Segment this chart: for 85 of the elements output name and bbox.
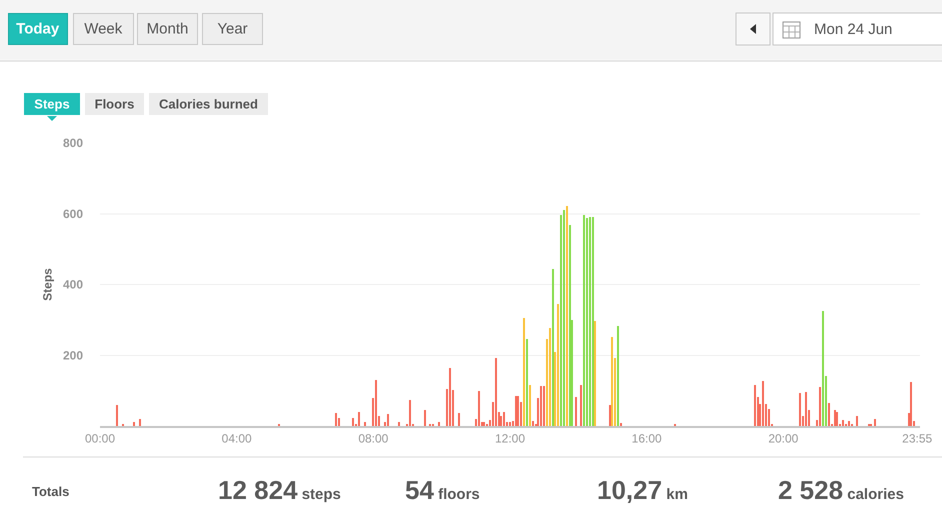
y-tick-label: 600 — [62, 206, 84, 221]
bar — [874, 419, 876, 426]
bar — [617, 326, 619, 426]
bar — [819, 387, 821, 426]
bar — [580, 385, 582, 426]
bar — [754, 385, 756, 426]
text: Mon 24 Jun — [814, 21, 892, 38]
text: 2 528 calories — [778, 475, 904, 505]
bar — [398, 422, 400, 426]
bar — [526, 339, 528, 426]
bar — [594, 321, 596, 426]
y-axis-title: Steps — [40, 268, 54, 301]
y-tick-label: 200 — [62, 348, 84, 362]
bar — [387, 414, 389, 426]
bar — [557, 304, 559, 426]
bar — [335, 413, 337, 426]
bar — [517, 396, 519, 426]
text: Week — [84, 20, 123, 38]
bar — [529, 385, 531, 426]
bar — [438, 422, 440, 426]
x-tick-label: 08:00 — [358, 431, 389, 446]
bar — [586, 218, 588, 426]
text: Month — [146, 20, 188, 38]
x-tick-label: 04:00 — [222, 431, 252, 446]
y-tick-label: 400 — [62, 278, 84, 292]
bar — [620, 423, 622, 426]
x-tick-label: 16:00 — [632, 431, 662, 446]
bar — [842, 420, 844, 426]
bar — [483, 422, 485, 426]
bar — [569, 225, 571, 426]
bar — [458, 413, 460, 426]
bar — [799, 393, 801, 426]
bar — [552, 269, 554, 426]
bar — [762, 381, 764, 426]
text: Floors — [94, 96, 134, 112]
bar — [540, 386, 542, 426]
x-tick-label: 20:00 — [768, 431, 799, 446]
bar — [503, 412, 505, 426]
bar — [583, 215, 585, 426]
bar — [611, 337, 613, 426]
bar — [532, 421, 534, 426]
bar — [805, 392, 807, 426]
bar — [910, 382, 912, 426]
text: Totals — [32, 484, 70, 499]
bar — [500, 416, 502, 426]
text: 54 floors — [405, 475, 480, 505]
bar — [515, 396, 517, 426]
bar — [478, 391, 480, 426]
bar — [589, 217, 591, 426]
bar — [375, 380, 377, 426]
bar — [364, 422, 366, 426]
x-tick-label: 00:00 — [84, 431, 116, 446]
bar — [566, 206, 568, 426]
bar — [116, 405, 118, 426]
bar — [856, 416, 858, 426]
bar — [822, 311, 824, 426]
bar — [509, 422, 511, 426]
text: Calories burned — [158, 96, 258, 112]
bar — [828, 403, 830, 426]
bar — [543, 386, 545, 426]
text: 12 824 steps — [218, 475, 341, 505]
bar — [563, 210, 565, 426]
bar — [133, 422, 135, 426]
bar — [358, 412, 360, 426]
bar — [495, 358, 497, 426]
bar — [449, 368, 451, 426]
bar — [424, 410, 426, 426]
text: Steps — [34, 96, 70, 112]
text: Year — [217, 20, 248, 38]
bar — [609, 405, 611, 426]
bar — [352, 418, 354, 426]
y-tick-label: 800 — [62, 136, 84, 150]
bar — [575, 397, 577, 426]
bar — [139, 419, 141, 426]
bar — [409, 400, 411, 426]
x-tick-label: 12:00 — [494, 431, 526, 446]
bar — [523, 318, 525, 426]
bar — [848, 421, 850, 426]
bar — [836, 412, 838, 426]
bar — [549, 328, 551, 426]
bar — [592, 217, 594, 426]
text: 10,27 km — [597, 475, 688, 505]
text: Today — [16, 20, 60, 38]
bar — [834, 410, 836, 426]
x-tick-label: 23:55 — [902, 431, 932, 446]
